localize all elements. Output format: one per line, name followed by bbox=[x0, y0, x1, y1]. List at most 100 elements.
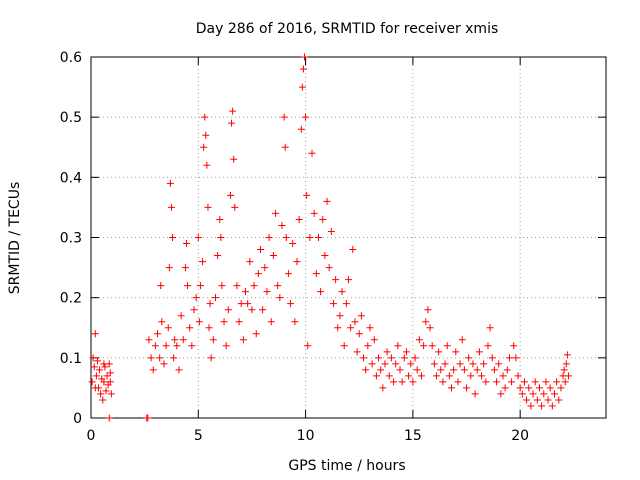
data-point bbox=[211, 294, 219, 302]
data-point bbox=[209, 336, 217, 344]
data-point bbox=[544, 396, 552, 404]
data-point bbox=[181, 264, 189, 272]
data-point bbox=[327, 227, 335, 235]
data-point bbox=[301, 53, 309, 61]
data-point bbox=[488, 354, 496, 362]
data-point bbox=[448, 384, 455, 392]
data-points bbox=[88, 53, 572, 422]
data-point bbox=[441, 360, 449, 368]
data-point bbox=[465, 354, 473, 362]
data-point bbox=[428, 342, 436, 350]
data-point bbox=[267, 318, 275, 326]
data-point bbox=[510, 342, 518, 350]
data-point bbox=[304, 342, 312, 350]
data-point bbox=[368, 360, 376, 368]
data-point bbox=[383, 348, 391, 356]
data-point bbox=[272, 209, 280, 217]
data-point bbox=[144, 414, 152, 422]
data-point bbox=[96, 366, 104, 374]
data-point bbox=[334, 324, 342, 332]
data-point bbox=[405, 372, 413, 380]
y-tick-label: 0.1 bbox=[60, 351, 82, 367]
data-point bbox=[439, 378, 447, 386]
data-point bbox=[297, 125, 305, 133]
data-point bbox=[105, 414, 113, 422]
data-point bbox=[171, 336, 179, 344]
data-point bbox=[224, 306, 232, 314]
data-point bbox=[281, 143, 289, 151]
data-point bbox=[501, 384, 509, 392]
x-tick-label: 10 bbox=[297, 428, 315, 444]
data-point bbox=[349, 246, 357, 254]
data-point bbox=[400, 354, 408, 362]
data-point bbox=[360, 354, 368, 362]
data-point bbox=[289, 240, 297, 248]
data-point bbox=[385, 372, 393, 380]
data-point bbox=[89, 354, 97, 362]
data-point bbox=[426, 324, 434, 332]
data-point bbox=[203, 161, 211, 169]
data-point bbox=[280, 113, 288, 121]
data-point bbox=[179, 336, 187, 344]
data-point bbox=[103, 372, 111, 380]
x-axis-label: GPS time / hours bbox=[288, 458, 405, 474]
data-point bbox=[422, 318, 430, 326]
data-point bbox=[100, 378, 108, 386]
data-point bbox=[325, 264, 333, 272]
data-point bbox=[557, 384, 565, 392]
data-point bbox=[164, 324, 172, 332]
data-point bbox=[192, 294, 200, 302]
data-point bbox=[206, 300, 214, 308]
data-point bbox=[398, 378, 406, 386]
data-point bbox=[278, 221, 286, 229]
data-point bbox=[353, 348, 361, 356]
data-point bbox=[471, 390, 479, 398]
data-point bbox=[437, 366, 445, 374]
data-point bbox=[166, 179, 174, 187]
data-point bbox=[336, 312, 344, 320]
data-point bbox=[233, 282, 241, 290]
data-point bbox=[252, 330, 260, 338]
data-point bbox=[235, 318, 243, 326]
y-axis-label: SRMTID / TECUs bbox=[7, 182, 23, 295]
data-point bbox=[226, 191, 234, 199]
data-point bbox=[246, 258, 254, 266]
data-point bbox=[293, 258, 301, 266]
plot-frame bbox=[90, 56, 607, 419]
data-point bbox=[312, 270, 320, 278]
data-point bbox=[480, 360, 488, 368]
data-point bbox=[394, 342, 402, 350]
data-point bbox=[97, 390, 105, 398]
data-point bbox=[355, 330, 363, 338]
data-point bbox=[417, 372, 425, 380]
data-point bbox=[364, 342, 372, 350]
data-point bbox=[165, 264, 173, 272]
data-point bbox=[248, 306, 256, 314]
data-point bbox=[340, 342, 348, 350]
data-point bbox=[555, 396, 563, 404]
data-point bbox=[91, 384, 99, 392]
data-point bbox=[254, 270, 262, 278]
data-point bbox=[377, 366, 385, 374]
data-point bbox=[261, 264, 269, 272]
data-point bbox=[218, 282, 226, 290]
data-point bbox=[91, 330, 99, 338]
data-point bbox=[533, 396, 541, 404]
data-point bbox=[101, 363, 109, 371]
data-point bbox=[503, 366, 511, 374]
data-point bbox=[531, 378, 539, 386]
data-point bbox=[445, 372, 453, 380]
data-point bbox=[443, 342, 451, 350]
data-point bbox=[175, 366, 183, 374]
data-point bbox=[381, 360, 389, 368]
data-point bbox=[229, 107, 237, 115]
data-point bbox=[516, 384, 524, 392]
data-point bbox=[402, 348, 410, 356]
data-point bbox=[370, 336, 378, 344]
data-point bbox=[497, 390, 505, 398]
data-point bbox=[190, 306, 198, 314]
y-tick-label: 0.6 bbox=[60, 50, 82, 66]
data-point bbox=[156, 354, 164, 362]
data-point bbox=[231, 203, 239, 211]
